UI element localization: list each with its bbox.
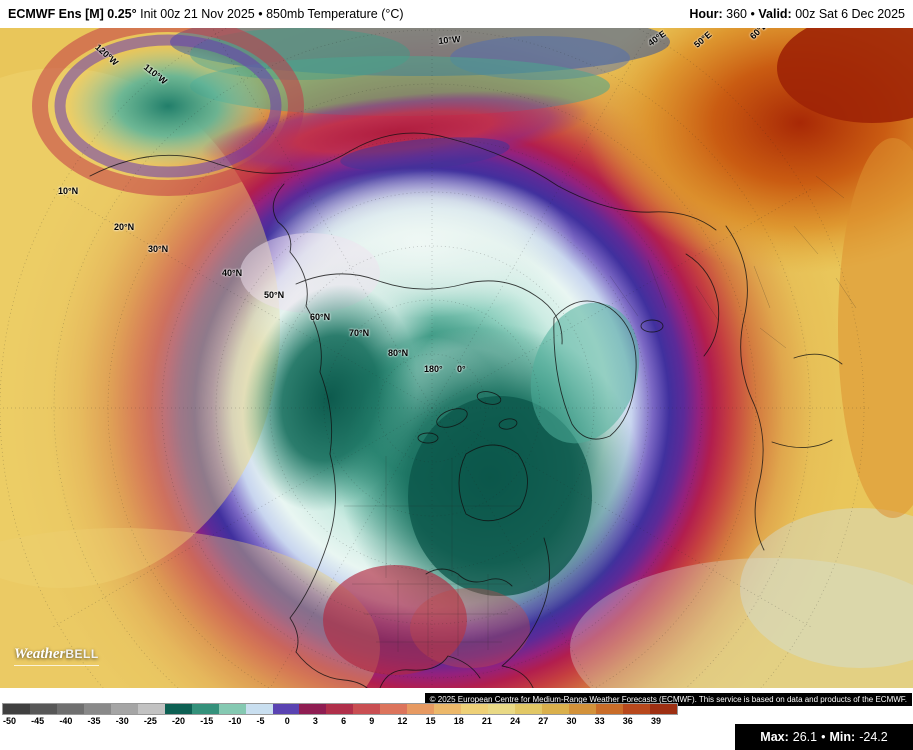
- colorbar-tick-label: 33: [594, 716, 605, 726]
- colorbar-segment: [407, 704, 435, 714]
- colorbar-tick-label: 3: [312, 716, 318, 726]
- graticule-label: 30°N: [148, 244, 169, 254]
- min-label: Min:: [829, 730, 856, 744]
- graticule-label: 80°N: [388, 348, 409, 358]
- max-min-badge: Max: 26.1 • Min: -24.2: [735, 724, 913, 750]
- colorbar-segment: [137, 704, 165, 714]
- attribution-row: © 2025 European Centre for Medium-Range …: [424, 689, 912, 706]
- init-and-parameter: Init 00z 21 Nov 2025 • 850mb Temperature…: [136, 7, 404, 21]
- colorbar-tick-label: 0: [284, 716, 290, 726]
- colorbar-tick-label: 30: [566, 716, 577, 726]
- bering-warm-streak: [201, 90, 589, 174]
- colorbar-tick-label: -25: [143, 716, 157, 726]
- hour-value: 360: [726, 7, 748, 21]
- max-label: Max:: [760, 730, 789, 744]
- colorbar-segment: [569, 704, 596, 714]
- graticule-label: 20°N: [114, 222, 135, 232]
- colorbar-tick-label: 12: [397, 716, 408, 726]
- header-bar: ECMWF Ens [M] 0.25° Init 00z 21 Nov 2025…: [0, 0, 913, 28]
- colorbar-segment: [29, 704, 57, 714]
- graticule-label: 60°N: [310, 312, 331, 322]
- political-borders: [344, 175, 857, 656]
- valid-label: Valid:: [758, 7, 792, 21]
- colorbar-segment: [3, 704, 30, 714]
- graticule-label: 0°: [457, 364, 466, 374]
- colorbar-segment: [83, 704, 111, 714]
- colorbar-tick-label: -30: [115, 716, 129, 726]
- colorbar-tick-label: -10: [228, 716, 242, 726]
- forecast-valid-info: Hour: 360 • Valid: 00z Sat 6 Dec 2025: [689, 7, 905, 21]
- attribution-text: © 2025 European Centre for Medium-Range …: [424, 693, 912, 706]
- colorbar-segment: [299, 704, 327, 714]
- colorbar-segment: [488, 704, 516, 714]
- logo-text-weather: Weather: [14, 646, 66, 662]
- logo-underline: [14, 665, 99, 666]
- colorbar: -50 -45 -40 -35 -30 -25 -20 -15 -10 -5 0 3 6 9 12 15 18 2…: [2, 703, 678, 726]
- colorbar-labels: -50 -45 -40 -35 -30 -25 -20 -15 -10 -5 0 3 6 9 12 15 18 2…: [2, 716, 678, 726]
- model-name: ECMWF Ens [M] 0.25°: [8, 7, 137, 21]
- colorbar-segment: [622, 704, 650, 714]
- colorbar-tick-label: -40: [59, 716, 73, 726]
- colorbar-tick-label: 21: [481, 716, 492, 726]
- deep-cold-cores: [242, 284, 640, 633]
- colorbar-segment: [542, 704, 570, 714]
- colorbar-segment: [649, 704, 677, 714]
- colorbar-tick-label: 15: [425, 716, 436, 726]
- colorbar-segment: [353, 704, 381, 714]
- colorbar-segment: [56, 704, 84, 714]
- colorbar-segment: [461, 704, 489, 714]
- graticule-label: 70°N: [349, 328, 370, 338]
- colorbar-segment: [110, 704, 138, 714]
- coastlines: [89, 132, 843, 688]
- colorbar-segment: [380, 704, 408, 714]
- colorbar-tick-label: 39: [650, 716, 661, 726]
- colorbar-segment: [164, 704, 192, 714]
- weatherbell-logo: Weather BELL: [14, 646, 99, 666]
- map-title: ECMWF Ens [M] 0.25° Init 00z 21 Nov 2025…: [8, 7, 404, 21]
- graticule-label: 10°W: [438, 34, 461, 46]
- colorbar-tick-label: 27: [538, 716, 549, 726]
- southern-warm-ring: [323, 565, 530, 675]
- colorbar-tick-label: -50: [3, 716, 17, 726]
- colorbar-tick-label: 24: [510, 716, 521, 726]
- min-value: -24.2: [859, 730, 888, 744]
- colorbar-segment: [326, 704, 354, 714]
- max-value: 26.1: [792, 730, 818, 744]
- colorbar-tick-label: -15: [200, 716, 214, 726]
- colorbar-tick-label: -5: [256, 716, 265, 726]
- logo-text-bell: BELL: [65, 647, 99, 661]
- stats-separator: •: [821, 730, 826, 744]
- colorbar-tick-label: 6: [341, 716, 347, 726]
- colorbar-tick-label: 9: [369, 716, 375, 726]
- colorbar-segment: [191, 704, 219, 714]
- colorbar-swatches: [2, 703, 678, 715]
- graticule-label: 180°: [424, 364, 443, 374]
- colorbar-tick-label: 18: [453, 716, 464, 726]
- graticule-label: 40°N: [222, 268, 243, 278]
- colorbar-tick-label: 36: [622, 716, 633, 726]
- colorbar-segment: [434, 704, 462, 714]
- colorbar-tick-label: -45: [31, 716, 45, 726]
- separator-dot: •: [750, 7, 755, 21]
- map-canvas: 10°N 20°N 30°N 40°N 50°N 60°N 70°N 80°N 180° 0° 12…: [0, 28, 913, 688]
- temperature-map-image: [0, 28, 913, 688]
- hour-label: Hour:: [689, 7, 723, 21]
- colorbar-tick-label: -20: [172, 716, 186, 726]
- colorbar-segment: [218, 704, 246, 714]
- colorbar-tick-label: -35: [87, 716, 101, 726]
- valid-value: 00z Sat 6 Dec 2025: [795, 7, 905, 21]
- colorbar-segment: [595, 704, 623, 714]
- colorbar-segment: [515, 704, 543, 714]
- colorbar-segment: [272, 704, 300, 714]
- graticule-label: 50°N: [264, 290, 285, 300]
- colorbar-segment: [245, 704, 273, 714]
- graticule-label: 10°N: [58, 186, 79, 196]
